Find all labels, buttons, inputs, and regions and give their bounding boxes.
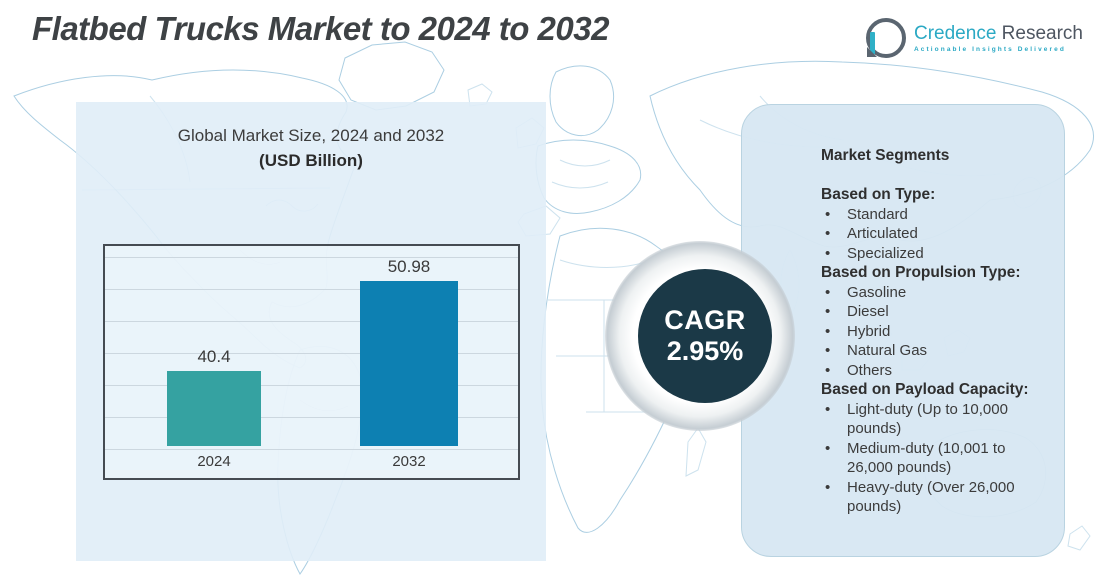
chart-subtitle: (USD Billion): [259, 151, 363, 170]
bar-value-label: 50.98: [387, 257, 431, 276]
segment-item: Hybrid: [821, 322, 1044, 342]
segment-item: Natural Gas: [821, 341, 1044, 361]
bar-value-label: 40.4: [197, 347, 231, 366]
bar-category-label: 2024: [197, 453, 231, 470]
segment-heading: Based on Payload Capacity:: [821, 381, 1029, 398]
bar-chart-plot-area: 40.4 2024 50.98 2032: [105, 246, 518, 470]
segment-item: Diesel: [821, 302, 1044, 322]
cagr-label: CAGR: [664, 305, 746, 335]
logo-tagline: Actionable Insights Delivered: [914, 46, 1066, 53]
segment-list: GasolineDieselHybridNatural GasOthers: [821, 283, 1044, 381]
segment-item: Medium-duty (10,001 to 26,000 pounds): [821, 439, 1044, 478]
page-title: Flatbed Trucks Market to 2024 to 2032: [32, 10, 609, 47]
market-size-panel: Global Market Size, 2024 and 2032 (USD B…: [76, 102, 546, 561]
segment-item: Light-duty (Up to 10,000 pounds): [821, 400, 1044, 439]
segment-item: Articulated: [821, 224, 1044, 244]
segments-title: Market Segments: [821, 147, 950, 164]
segment-item: Specialized: [821, 244, 1044, 264]
segment-heading: Based on Type:: [821, 186, 936, 203]
segment-list: Light-duty (Up to 10,000 pounds)Medium-d…: [821, 400, 1044, 517]
bar-chart: 40.4 2024 50.98 2032: [103, 244, 520, 480]
market-segments-panel: Market Segments Based on Type: StandardAr…: [741, 104, 1065, 557]
segment-list: StandardArticulatedSpecialized: [821, 205, 1044, 264]
cagr-badge: CAGR 2.95%: [638, 269, 772, 403]
bar-category-label: 2032: [392, 453, 426, 470]
logo-brand-secondary: Research: [1001, 23, 1083, 44]
segment-item: Gasoline: [821, 283, 1044, 303]
bar-2024: [167, 371, 261, 446]
segment-item: Heavy-duty (Over 26,000 pounds): [821, 478, 1044, 517]
segment-heading: Based on Propulsion Type:: [821, 264, 1021, 281]
bar-chart-bubble-icon: [866, 18, 906, 58]
logo-brand-primary: Credence: [914, 23, 997, 44]
chart-title: Global Market Size, 2024 and 2032: [177, 126, 445, 145]
bar-2032: [360, 281, 458, 446]
credence-research-logo: Credence Research Actionable Insights De…: [866, 18, 1083, 58]
cagr-value: 2.95%: [666, 336, 744, 366]
segment-item: Others: [821, 361, 1044, 381]
logo-text: Credence Research Actionable Insights De…: [914, 23, 1083, 53]
segments-sections: Based on Type: StandardArticulatedSpecial…: [821, 185, 1044, 517]
segment-item: Standard: [821, 205, 1044, 225]
